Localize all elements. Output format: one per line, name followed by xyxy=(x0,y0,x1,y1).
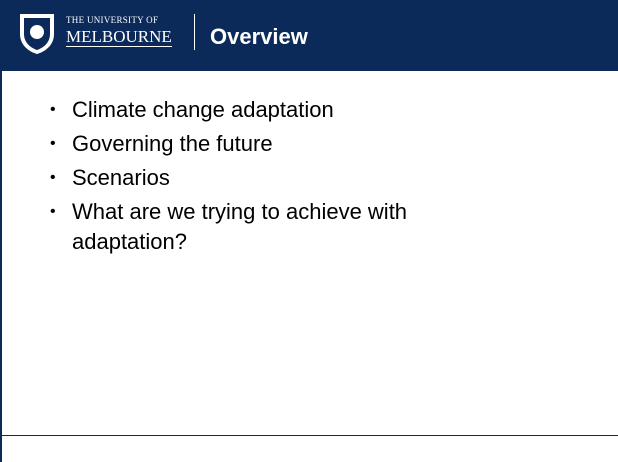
university-line1: THE UNIVERSITY OF xyxy=(66,15,159,25)
bullet: What are we trying to achieve with adapt… xyxy=(50,197,420,257)
bullet-list: Climate change adaptation Governing the f… xyxy=(50,95,420,261)
university-line2: MELBOURNE xyxy=(66,27,172,47)
footer-line xyxy=(0,435,618,436)
divider xyxy=(194,14,195,50)
bullet: Climate change adaptation xyxy=(50,95,420,125)
bullet: Governing the future xyxy=(50,129,420,159)
frame-line xyxy=(0,71,2,462)
slide-title: Overview xyxy=(210,24,308,49)
header: THE UNIVERSITY OF MELBOURNE Overview xyxy=(0,0,618,71)
logo xyxy=(20,14,54,54)
bullet: Scenarios xyxy=(50,163,420,193)
